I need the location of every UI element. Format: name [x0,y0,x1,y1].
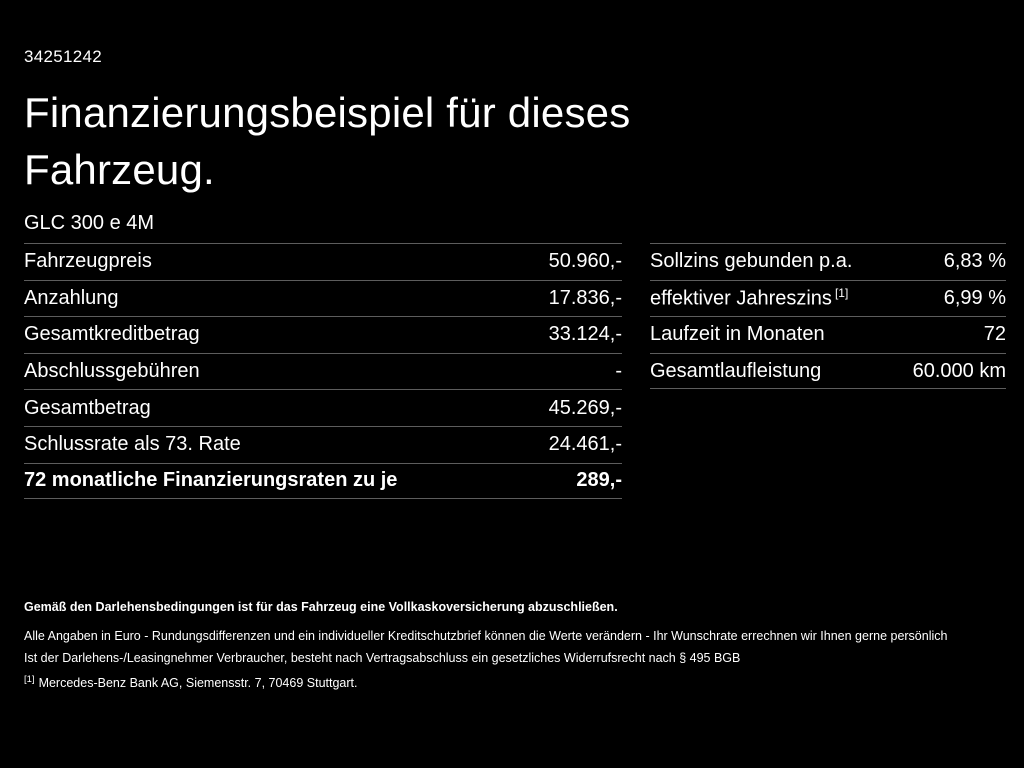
footnote-marker: [1] [834,286,849,301]
financing-table-right: Sollzins gebunden p.a. 6,83 % effektiver… [650,243,1006,390]
row-value: 60.000 km [912,359,1006,382]
row-label: Sollzins gebunden p.a. [650,250,853,273]
row-value: 289,- [576,469,622,492]
row-label: Gesamtkreditbetrag [24,323,200,346]
table-row-gesamtbetrag: Gesamtbetrag 45.269,- [24,389,622,426]
footnote-ref-marker: [1] [24,674,35,685]
page-title-line1: Finanzierungsbeispiel für dieses [24,89,631,136]
page-title-line2: Fahrzeug. [24,146,215,193]
row-value: 17.836,- [548,286,622,309]
footnote-euro: Alle Angaben in Euro - Rundungsdifferenz… [24,629,948,643]
row-value: 45.269,- [548,396,622,419]
row-label: Laufzeit in Monaten [650,323,825,346]
row-label: Schlussrate als 73. Rate [24,433,241,456]
table-row-gesamtkreditbetrag: Gesamtkreditbetrag 33.124,- [24,316,622,353]
table-row-laufzeit: Laufzeit in Monaten 72 [650,316,1006,353]
table-row-gesamtlaufleistung: Gesamtlaufleistung 60.000 km [650,352,1006,390]
table-row-abschlussgebuehren: Abschlussgebühren - [24,352,622,390]
row-label: effektiver Jahreszins [1] [650,286,849,310]
row-label: Gesamtbetrag [24,396,151,419]
table-row-fahrzeugpreis: Fahrzeugpreis 50.960,- [24,243,622,280]
row-value: 33.124,- [548,323,622,346]
financing-table-left: Fahrzeugpreis 50.960,- Anzahlung 17.836,… [24,243,622,500]
footnote-withdrawal: Ist der Darlehens-/Leasingnehmer Verbrau… [24,651,741,665]
table-row-schlussrate: Schlussrate als 73. Rate 24.461,- [24,425,622,463]
table-row-effektiver-jahreszins: effektiver Jahreszins [1] 6,99 % [650,279,1006,317]
row-value: 6,83 % [943,250,1006,273]
row-label: Abschlussgebühren [24,360,200,383]
table-row-sollzins: Sollzins gebunden p.a. 6,83 % [650,243,1006,280]
footnote-bank: [1] Mercedes-Benz Bank AG, Siemensstr. 7,… [24,669,1000,694]
page-title: Finanzierungsbeispiel für dieses Fahrzeu… [24,84,630,198]
footnotes: Gemäß den Darlehensbedingungen ist für d… [24,596,1000,694]
row-value: 24.461,- [548,433,622,456]
row-label: 72 monatliche Finanzierungsraten zu je [24,469,398,492]
table-row-anzahlung: Anzahlung 17.836,- [24,279,622,317]
row-value: 72 [983,323,1006,346]
row-value: 50.960,- [548,250,622,273]
footnote-ref-text: Mercedes-Benz Bank AG, Siemensstr. 7, 70… [38,676,358,691]
row-label: Anzahlung [24,286,119,309]
vehicle-id: 34251242 [24,47,103,66]
row-label: Gesamtlaufleistung [650,359,822,382]
row-value: - [615,360,622,383]
footnote-insurance: Gemäß den Darlehensbedingungen ist für d… [24,600,618,614]
vehicle-model: GLC 300 e 4M [24,212,155,234]
row-label: Fahrzeugpreis [24,250,152,273]
table-row-monatsrate: 72 monatliche Finanzierungsraten zu je 2… [24,462,622,500]
row-value: 6,99 % [943,286,1006,309]
